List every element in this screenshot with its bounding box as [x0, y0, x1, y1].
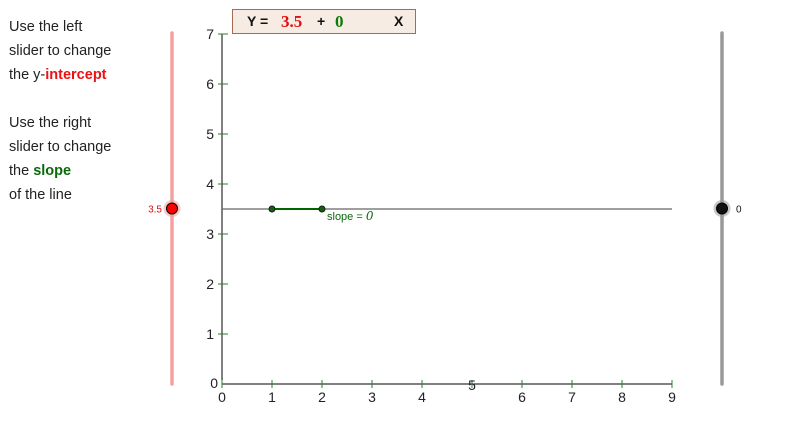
x-tick-label: 1 [268, 389, 276, 405]
x-tick-label: 6 [518, 389, 526, 405]
y-tick-label: 2 [206, 276, 214, 292]
slope-instruction-line-2: slider to change [9, 139, 112, 155]
equation-x-label: X [394, 13, 404, 29]
instructions-panel: Use the left slider to change the y-inte… [9, 15, 149, 231]
y-tick-label: 4 [206, 176, 214, 192]
intercept-instruction-line-2: slider to change [9, 43, 112, 59]
slope-instruction-line-3: the [9, 163, 34, 179]
slope-instructions: Use the right slider to change the slope… [9, 111, 149, 207]
y-tick-label: 0 [210, 375, 218, 391]
intercept-keyword: intercept [45, 67, 107, 83]
x-tick-label: 7 [568, 389, 576, 405]
x-tick-label: 4 [418, 389, 426, 405]
equation-y-label: Y = [247, 13, 269, 29]
y-tick-label: 6 [206, 76, 214, 92]
slope-label-value: 0 [366, 209, 374, 223]
slope-segment-end-point[interactable] [318, 205, 326, 213]
intercept-instruction-line-1: Use the left [9, 19, 83, 35]
x-tick-label: 0 [218, 389, 226, 405]
slope-instruction-line-4: of the line [9, 187, 72, 203]
slope-segment-start-point[interactable] [268, 205, 276, 213]
sliders-layer: 3.5 0 [148, 31, 742, 386]
equation-plus: + [317, 13, 326, 29]
intercept-slider-knob[interactable] [166, 202, 178, 215]
y-tick-label: 3 [206, 226, 214, 242]
x-tick-label: 8 [618, 389, 626, 405]
slope-keyword: slope [33, 163, 72, 179]
intercept-slider-value-label: 3.5 [148, 205, 162, 216]
intercept-instructions: Use the left slider to change the y-inte… [9, 15, 149, 87]
y-tick-label: 5 [206, 126, 214, 142]
x-tick-label: 9 [668, 389, 676, 405]
plot-layer: slope = 0 [222, 205, 672, 223]
equation-box: Y = 3.5 + 0 X [232, 9, 416, 34]
coordinate-axes: 0 1 2 3 4 5 6 7 8 9 0 1 2 3 4 5 6 7 [206, 26, 676, 405]
y-tick-label: 1 [206, 326, 214, 342]
intercept-instruction-line-3: the y- [9, 67, 46, 83]
equation-slope-value: 0 [335, 12, 344, 31]
slope-slider-knob[interactable] [716, 202, 728, 215]
slope-label: slope = 0 [327, 209, 374, 223]
y-tick-label: 7 [206, 26, 214, 42]
x-tick-label: 3 [368, 389, 376, 405]
slope-instruction-line-1: Use the right [9, 115, 92, 131]
equation-intercept-value: 3.5 [281, 12, 303, 31]
x-tick-label: 5 [468, 377, 476, 393]
x-tick-label: 2 [318, 389, 326, 405]
slope-slider-value-label: 0 [736, 205, 742, 216]
